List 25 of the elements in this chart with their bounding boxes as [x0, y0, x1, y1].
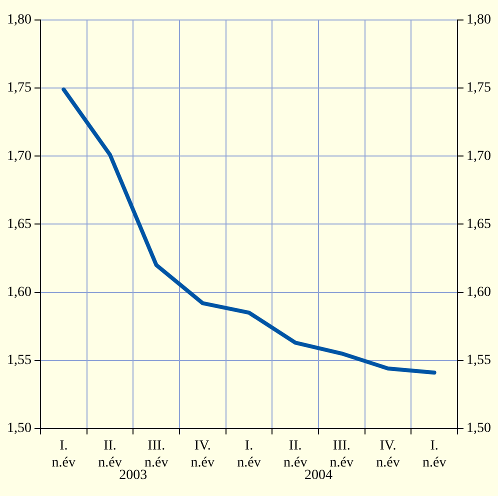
y-tick-label: 1,65 [7, 216, 32, 232]
y2-tick-label: 1,80 [466, 12, 491, 28]
y2-tick-label: 1,70 [466, 148, 491, 164]
y2-tick-label: 1,55 [466, 353, 491, 368]
x-tick-label: III. n.év [144, 438, 168, 470]
y-tick-label: 1,60 [7, 284, 32, 300]
y-tick-label: 1,50 [7, 421, 32, 436]
y2-tick-label: 1,60 [466, 284, 491, 300]
y2-tick-label: 1,65 [466, 216, 491, 232]
y-tick-label: 1,70 [7, 148, 32, 164]
y2-tick-label: 1,50 [466, 421, 491, 436]
y-tick-label: 1,55 [7, 353, 32, 368]
text: 2004 [304, 468, 332, 484]
x-tick-label: IV. n.év [190, 438, 215, 470]
x-tick-label: I. n.év [422, 438, 446, 470]
x-tick-label: III. n.év [330, 438, 354, 470]
x-tick-label: II. n.év [98, 438, 122, 470]
x-tick-label: I. n.év [52, 438, 76, 470]
x-tick-label: II. n.év [283, 438, 308, 470]
x-tick-label: IV. n.év [376, 438, 400, 470]
x-tick-label: I. n.év [237, 438, 261, 470]
y2-tick-label: 1,75 [466, 80, 491, 96]
y-tick-label: 1,75 [7, 80, 32, 96]
y-tick-label: 1,80 [7, 12, 32, 28]
text: 2003 [119, 468, 148, 484]
